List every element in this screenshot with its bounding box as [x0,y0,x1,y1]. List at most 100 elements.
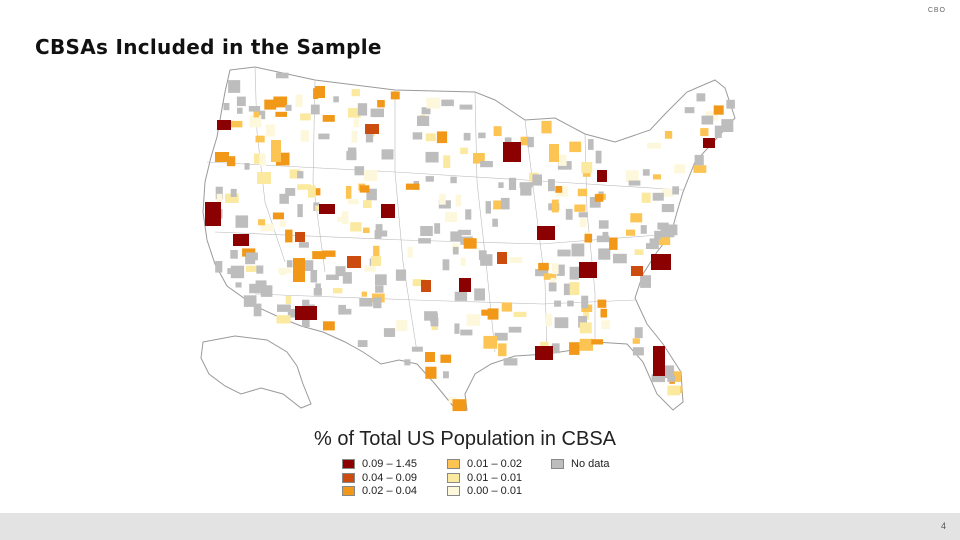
county-patch [443,371,449,379]
county-patch [323,321,335,331]
legend-swatch [447,459,460,469]
cbsa-patch [459,278,471,292]
county-patch [417,115,430,126]
county-patch [598,248,611,260]
county-patch [285,188,296,196]
county-patch [431,324,438,331]
county-patch [373,297,382,309]
county-patch [260,223,275,232]
county-patch [667,375,676,382]
county-patch [276,315,291,324]
county-patch [359,185,370,193]
county-patch [460,257,466,266]
legend-item: 0.04 – 0.09 [342,472,417,484]
county-patch [569,266,580,280]
county-patch [276,72,289,79]
county-patch [370,108,384,118]
county-patch [287,308,299,318]
county-patch [630,213,643,223]
county-patch [246,265,257,272]
county-patch [642,169,650,176]
county-patch [357,340,368,347]
cbsa-patch [535,346,553,360]
cbsa-patch [703,138,715,148]
county-patch [452,399,467,412]
county-patch [297,171,304,179]
county-patch [298,242,309,248]
cbsa-patch [653,346,665,376]
county-patch [273,96,288,108]
county-patch [272,212,284,220]
county-patch [640,275,651,288]
county-patch [230,250,238,259]
legend-label: 0.00 – 0.01 [467,485,523,497]
cbsa-patch [319,204,335,214]
county-patch [347,147,357,161]
county-patch [279,269,287,276]
county-patch [361,291,367,297]
county-patch [236,96,246,107]
county-patch [672,186,679,195]
cbsa-patch [381,204,395,218]
county-patch [348,199,359,205]
county-patch [640,225,647,234]
county-patch [596,235,610,243]
county-patch [634,327,643,339]
county-patch [569,342,580,355]
county-patch [404,359,411,366]
county-patch [285,104,292,111]
county-patch [567,300,574,307]
county-patch [297,204,303,218]
county-patch [411,346,423,352]
county-patch [555,186,563,193]
county-patch [412,132,423,140]
county-patch [341,308,352,315]
county-patch [286,260,293,268]
county-patch [405,183,420,190]
county-patch [440,354,452,363]
county-patch [726,99,735,109]
county-patch [563,283,570,296]
county-patch [375,224,383,231]
cbsa-patch [425,352,435,362]
legend-item: 0.01 – 0.02 [447,458,522,470]
cbsa-patch [549,144,559,162]
county-patch [662,365,675,377]
county-patch [407,246,413,258]
county-patch [654,230,661,240]
county-patch [493,200,502,210]
county-patch [227,268,235,275]
county-patch [667,385,681,396]
legend-swatch [342,486,355,496]
county-patch [285,229,293,243]
county-patch [395,269,407,281]
county-patch [230,188,237,197]
county-patch [310,270,318,283]
county-patch [353,118,360,128]
county-patch [460,147,468,155]
county-patch [548,282,557,292]
county-patch [579,218,587,228]
county-patch [322,115,335,122]
legend-title: % of Total US Population in CBSA [314,428,617,450]
county-patch [554,317,569,329]
legend-label: No data [571,458,610,470]
county-patch [571,243,585,257]
county-patch [674,164,686,174]
county-patch [597,299,607,308]
county-patch [632,347,644,356]
county-patch [441,99,454,107]
county-patch [503,358,518,366]
county-patch [285,295,292,304]
footer-bar: 4 [0,513,960,540]
cbsa-patch [205,202,221,226]
county-patch [255,135,265,143]
county-patch [434,223,441,234]
county-patch [300,130,309,142]
county-patch [337,216,345,222]
county-patch [216,193,223,203]
county-patch [632,338,640,344]
county-patch [455,194,462,207]
county-patch [390,91,400,100]
county-patch [439,193,446,205]
